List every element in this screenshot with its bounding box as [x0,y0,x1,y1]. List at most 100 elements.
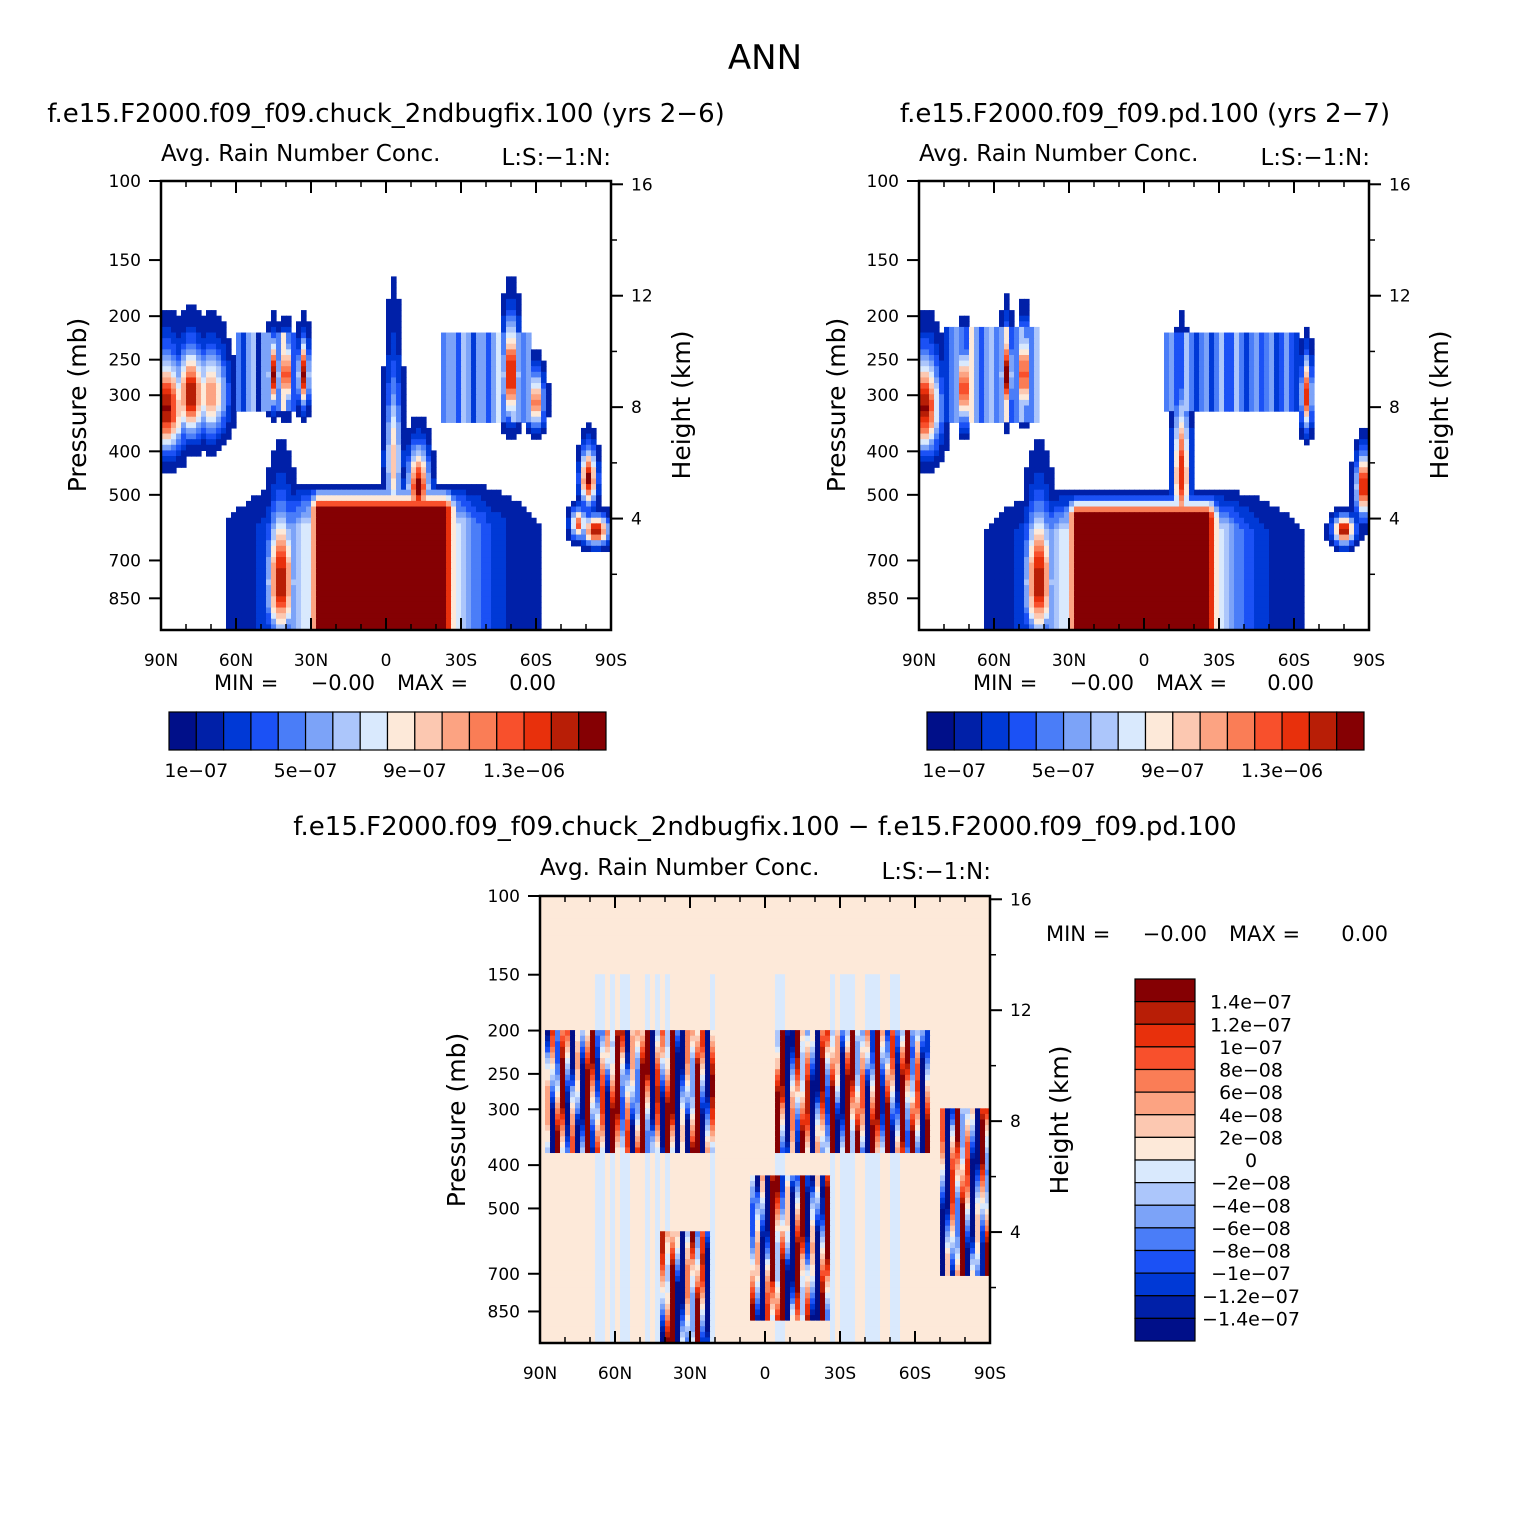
colorbar-swatch [1134,1046,1196,1071]
colorbar-swatch [359,711,389,751]
colorbar-label: −1e−07 [1211,1263,1291,1285]
colorbar-swatch [1062,711,1092,751]
colorbar-swatch [1281,711,1310,751]
height-tick-label: 8 [1389,398,1400,418]
height-tick-label: 16 [1010,890,1032,910]
panel-left: f.e15.F2000.f09_f09.chuck_2ndbugfix.100 … [47,99,725,782]
panel-left-subtitle-left: Avg. Rain Number Conc. [161,141,440,167]
colorbar-swatch [981,711,1010,751]
colorbar-swatch [277,711,307,751]
colorbar-swatch [1134,1136,1196,1161]
colorbar-swatch [195,711,225,751]
height-tick-label: 4 [1389,510,1400,530]
panel-left-subtitle-right: L:S:−1:N: [501,145,611,171]
colorbar-swatch [1144,711,1174,751]
colorbar-swatch [550,711,580,751]
colorbar-label: −6e−08 [1211,1218,1291,1240]
colorbar-swatch [1134,1204,1196,1229]
colorbar-label: 1e−07 [1219,1037,1283,1059]
y-tick-label: 250 [488,1065,520,1085]
panel-left-ylabel-right: Height (km) [667,331,696,480]
colorbar-swatch [1308,711,1338,751]
height-tick-label: 4 [631,510,642,530]
y-tick-label: 100 [488,887,520,907]
colorbar-swatch [168,711,197,751]
colorbar-label: −1.4e−07 [1202,1308,1300,1330]
panel-diff-ylabel-right: Height (km) [1045,1046,1074,1195]
colorbar-swatch [1134,1114,1196,1138]
x-tick-label: 30N [1052,651,1086,671]
y-tick-label: 250 [109,351,141,371]
height-tick-label: 12 [631,287,653,307]
colorbar-swatch [332,711,361,751]
panel-diff-subtitle-left: Avg. Rain Number Conc. [540,855,819,881]
panel-right-subtitle-left: Avg. Rain Number Conc. [919,141,1198,167]
colorbar-label: 9e−07 [1141,760,1205,782]
height-tick-label: 16 [1389,175,1411,195]
panel-left-max-label: MAX = [397,671,468,695]
x-tick-label: 0 [760,1364,771,1384]
colorbar-label: 1.3e−06 [483,760,565,782]
panel-right-max-value: 0.00 [1267,671,1314,695]
panel-diff-max-value: 0.00 [1341,922,1388,946]
colorbar-swatch [1008,711,1037,751]
colorbar-swatch [926,711,955,751]
colorbar-swatch [386,711,416,751]
colorbar-swatch [1254,711,1283,751]
y-tick-label: 200 [488,1022,520,1042]
colorbar-swatch [1117,711,1147,751]
colorbar-swatch [468,711,498,751]
x-tick-label: 60N [598,1364,632,1384]
panel-diff-min-value: −0.00 [1143,922,1207,946]
y-tick-label: 100 [867,172,899,192]
y-tick-label: 850 [488,1302,520,1322]
panel-left-min-label: MIN = [214,671,278,695]
colorbar-label: 0 [1245,1150,1257,1172]
colorbar-label: 4e−08 [1219,1105,1283,1127]
panel-right-min-value: −0.00 [1070,671,1134,695]
colorbar-swatch [1134,1091,1196,1116]
panel-right-ylabel-right: Height (km) [1425,331,1454,480]
colorbar-label: 1.2e−07 [1210,1014,1292,1036]
panel-left-min-value: −0.00 [311,671,375,695]
y-tick-label: 300 [867,386,899,406]
panel-left-title: f.e15.F2000.f09_f09.chuck_2ndbugfix.100 … [47,99,725,129]
colorbar-label: 1e−07 [164,760,228,782]
colorbar-swatch [1226,711,1256,751]
colorbar-swatch [1134,1249,1196,1274]
colorbar-swatch [1172,711,1201,751]
y-tick-label: 700 [488,1265,520,1285]
colorbar-label: 6e−08 [1219,1082,1283,1104]
x-tick-label: 60N [977,651,1011,671]
colorbar-swatch [1090,711,1119,751]
panel-diff-colorbar: 1.4e−071.2e−071e−078e−086e−084e−082e−080… [1134,978,1300,1342]
panel-right-max-label: MAX = [1156,671,1227,695]
panel-left-colorbar: 1e−07 5e−07 9e−07 1.3e−06 [164,711,607,782]
panel-left-field [161,276,611,630]
x-tick-label: 30S [445,651,477,671]
y-tick-label: 700 [867,551,899,571]
figure-title: ANN [728,38,802,78]
x-tick-label: 90N [144,651,178,671]
x-tick-label: 90N [902,651,936,671]
colorbar-swatch [414,711,443,751]
y-tick-label: 150 [109,251,141,271]
colorbar-label: 5e−07 [274,760,338,782]
colorbar-swatch [1134,1272,1196,1297]
panel-right-axes: 90N 60N 30N 0 30S 60S 90S 100 150 200 250 300 400 500… [867,172,1411,671]
height-tick-label: 8 [631,398,642,418]
panel-diff-min-label: MIN = [1046,922,1110,946]
y-tick-label: 200 [109,307,141,327]
colorbar-swatch [1134,1295,1196,1319]
colorbar-swatch [304,711,334,751]
colorbar-label: 1e−07 [922,760,986,782]
panel-right-title: f.e15.F2000.f09_f09.pd.100 (yrs 2−7) [900,99,1390,129]
colorbar-swatch [441,711,471,751]
y-tick-label: 150 [867,251,899,271]
panel-left-max-value: 0.00 [509,671,556,695]
y-tick-label: 500 [109,486,141,506]
panel-diff-title: f.e15.F2000.f09_f09.chuck_2ndbugfix.100 … [293,812,1236,842]
colorbar-swatch [1035,711,1065,751]
colorbar-swatch [1134,1023,1196,1048]
height-tick-label: 12 [1389,287,1411,307]
